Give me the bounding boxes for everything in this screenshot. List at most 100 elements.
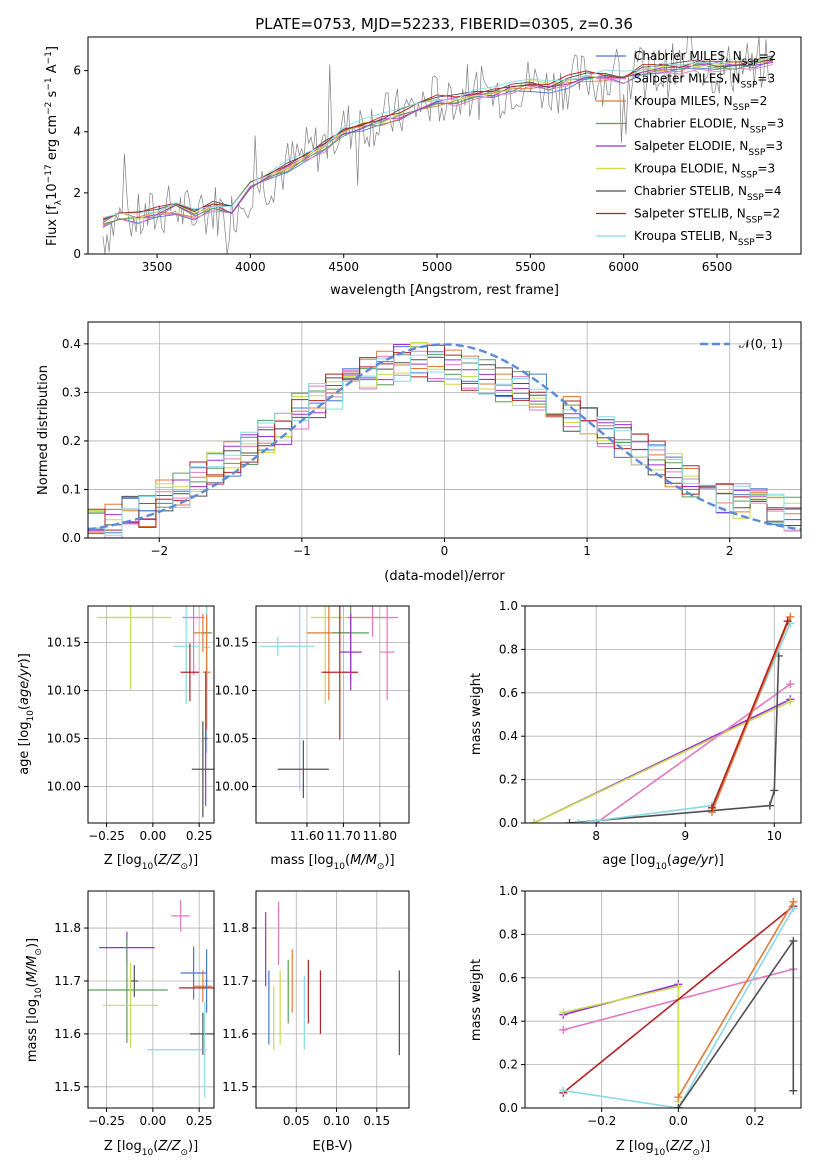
y-tick-label: 10.05 [47, 732, 81, 746]
label-part: Salpeter ELODIE, N [634, 139, 748, 153]
weight-line [711, 616, 792, 813]
x-axis-label: wavelength [Angstrom, rest frame] [330, 283, 559, 298]
y-tick-label: 0.2 [499, 1058, 518, 1072]
label-part: ( [153, 853, 158, 868]
y-tick-label: 0.0 [62, 531, 81, 545]
weight-marker [789, 897, 798, 906]
label-part: =3 [766, 117, 784, 131]
weight-line [569, 655, 780, 823]
weight-marker [674, 1104, 683, 1108]
label-part: SSP [733, 103, 750, 113]
label-part: ( [345, 853, 350, 868]
label-part: 10 [26, 710, 36, 722]
plot-content [88, 899, 214, 1098]
y-tick-label: 11.7 [54, 974, 81, 988]
y-tick-label: 0.6 [499, 971, 518, 985]
y-tick-label: 10.05 [215, 732, 249, 746]
label-part: )] [714, 853, 724, 868]
label-part: −2 [44, 102, 54, 115]
label-part: SSP [748, 148, 765, 158]
weight-marker [786, 612, 795, 621]
x-tick-label: 0 [441, 544, 449, 558]
weight-marker [707, 803, 716, 812]
label-part: Z/Z [157, 853, 181, 868]
label-part: Salpeter STELIB, N [634, 207, 746, 221]
y-tick-label: 11.8 [222, 921, 249, 935]
axes-frame [87, 36, 802, 255]
y-tick-label: 11.5 [222, 1080, 249, 1094]
weight-line [711, 620, 789, 809]
label-part: =3 [765, 139, 783, 153]
label-part: s [45, 90, 60, 101]
label-part: Kroupa STELIB, N [634, 229, 738, 243]
x-tick-label: 0.2 [745, 1114, 764, 1128]
model-spectrum [102, 55, 774, 221]
x-axis-label: E(B-V) [312, 1139, 352, 1154]
x-tick-label: 1 [583, 544, 591, 558]
x-tick-label: 2 [726, 544, 734, 558]
x-axis-label: Z [log10(Z/Z⊙)] [616, 1139, 710, 1158]
y-axis-label: Flux [fλ10−17 erg cm−2 s−1 A−1] [44, 46, 64, 246]
label-part: =2 [750, 94, 768, 108]
y-tick-label: 11.6 [54, 1027, 81, 1041]
label-part: SSP [746, 216, 763, 226]
residual-histogram [88, 344, 801, 531]
label-part: Chabrier STELIB, N [634, 184, 747, 198]
label-part: 10 [142, 1148, 154, 1158]
y-tick-label: 11.7 [222, 974, 249, 988]
legend-entry: Salpeter MILES, NSSP=3 [634, 72, 775, 91]
y-tick-label: 0.0 [499, 816, 518, 830]
y-tick-label: 0.4 [499, 1014, 518, 1028]
label-part: age [log [602, 853, 655, 868]
y-tick-label: 0.4 [499, 729, 518, 743]
x-tick-label: 0.0 [669, 1114, 688, 1128]
x-axis-label: mass [log10(M/M⊙)] [270, 853, 394, 872]
x-tick-label: 0.15 [363, 1114, 390, 1128]
plot-spectrum: 3500 4000 4500 5000 5500 6000 6500 0 2 4 6 waveleng… [44, 36, 802, 298]
x-tick-label: 11.80 [363, 829, 397, 843]
y-tick-label: 10.10 [215, 683, 249, 697]
label-part: )] [700, 1139, 710, 1154]
label-part: SSP [750, 126, 767, 136]
y-tick-label: 0.1 [62, 482, 81, 496]
x-tick-label: 5500 [515, 260, 546, 274]
label-part: −17 [44, 164, 54, 183]
weight-marker [559, 1008, 568, 1017]
y-axis-label: mass weight [469, 673, 484, 755]
y-tick-label: 11.6 [222, 1027, 249, 1041]
label-part: age/yr [17, 662, 32, 705]
plot-content [265, 901, 400, 1056]
x-tick-label: 11.70 [326, 829, 360, 843]
x-tick-label: 0.05 [283, 1114, 310, 1128]
label-part: 10 [334, 862, 346, 872]
x-tick-label: 0.25 [186, 1114, 213, 1128]
plot-weight-z: −0.2 0.0 0.2 0.0 0.2 0.4 0.6 0.8 1.0 Z [log10(Z/Z… [469, 884, 802, 1158]
y-tick-label: 2 [73, 186, 81, 200]
y-axis-label: age [log10(age/yr)] [17, 653, 36, 775]
x-tick-label: −0.2 [587, 1114, 616, 1128]
y-tick-label: 0 [73, 247, 81, 261]
y-tick-label: 0.8 [499, 642, 518, 656]
legend-entry: Salpeter ELODIE, NSSP=3 [634, 139, 783, 158]
x-tick-label: −0.25 [88, 1114, 125, 1128]
y-tick-label: 4 [73, 125, 81, 139]
label-part: Chabrier ELODIE, N [634, 117, 750, 131]
label-part: 10 [654, 1148, 666, 1158]
weight-marker [786, 697, 795, 706]
x-tick-label: −0.25 [88, 829, 125, 843]
label-part: age/yr [672, 853, 715, 868]
plot-area [256, 606, 409, 823]
x-tick-label: 0.10 [323, 1114, 350, 1128]
x-tick-label: −2 [150, 544, 168, 558]
plot-age-mass: 11.60 11.70 11.80 10.00 10.05 10.10 10.15 mass … [215, 605, 410, 872]
label-part: SSP [741, 171, 758, 181]
axes-frame [524, 890, 802, 1109]
plot-content [88, 342, 801, 538]
label-part: 10 [34, 987, 44, 999]
label-part: =3 [757, 162, 775, 176]
label-part: )] [17, 653, 32, 663]
weight-marker [786, 680, 795, 689]
label-part: ( [25, 982, 40, 987]
x-tick-label: 8 [592, 829, 600, 843]
